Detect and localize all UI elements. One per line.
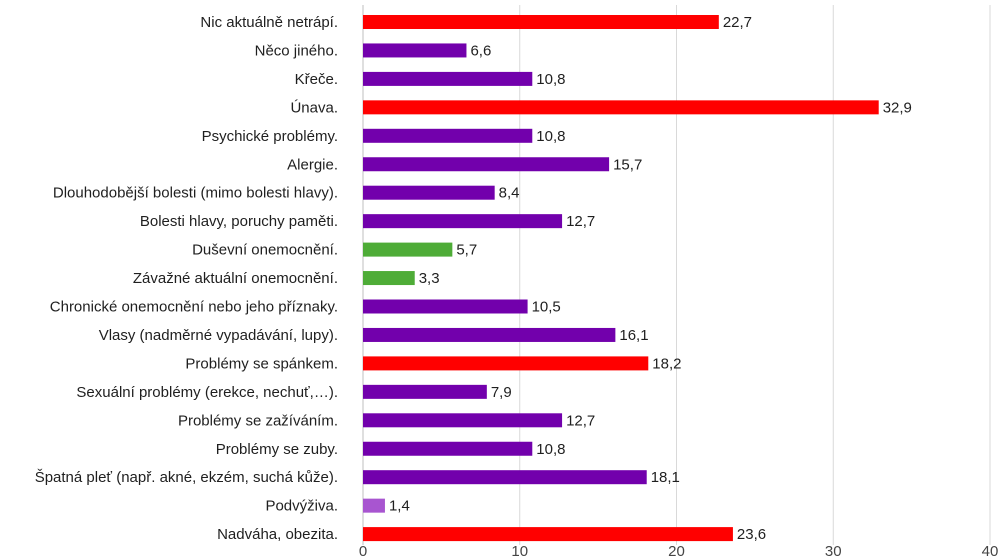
bar [363,128,533,143]
category-label: Problémy se zažíváním. [178,412,338,429]
category-label: Podvýživa. [265,498,338,515]
gridlines [362,5,991,545]
x-tick-label: 0 [359,543,367,559]
bar [363,356,649,371]
data-label: 10,5 [532,299,561,316]
category-label: Problémy se zuby. [216,441,338,458]
data-label: 6,6 [470,42,491,59]
bar [363,498,385,513]
data-label: 1,4 [389,498,410,515]
bar [363,299,528,314]
category-label: Problémy se spánkem. [185,355,338,372]
data-label: 23,6 [737,526,766,543]
data-label: 18,1 [651,469,680,486]
data-label: 10,8 [536,128,565,145]
bar [363,271,415,286]
category-label: Bolesti hlavy, poruchy paměti. [140,213,338,230]
x-tick-label: 40 [982,543,999,559]
bar [363,214,563,229]
bar [363,43,467,58]
x-tick-label: 30 [825,543,842,559]
bar [363,470,647,485]
category-label: Vlasy (nadměrné vypadávání, lupy). [99,327,338,344]
bar [363,15,719,29]
bar [363,527,733,542]
labels: 0 10 20 30 40 Nic aktuálně netrápí. 22,7 Něco j… [35,14,999,559]
bar [363,71,533,86]
data-label: 10,8 [536,71,565,88]
category-label: Duševní onemocnění. [192,242,338,259]
data-label: 10,8 [536,441,565,458]
data-label: 32,9 [883,99,912,116]
bar [363,242,453,257]
category-label: Alergie. [287,156,338,173]
data-label: 15,7 [613,156,642,173]
data-label: 12,7 [566,412,595,429]
bar [363,327,616,342]
bar [363,100,879,115]
category-label: Křeče. [295,71,338,88]
data-label: 18,2 [652,355,681,372]
category-label: Psychické problémy. [202,128,338,145]
bar [363,185,495,200]
category-label: Únava. [290,99,338,116]
data-label: 7,9 [491,384,512,401]
bar [363,157,610,172]
bar [363,441,533,456]
category-label: Nadváha, obezita. [217,526,338,543]
data-label: 5,7 [456,242,477,259]
category-label: Dlouhodobější bolesti (mimo bolesti hlav… [53,185,338,202]
category-label: Nic aktuálně netrápí. [200,14,338,31]
category-label: Špatná pleť (např. akné, ekzém, suchá ků… [35,469,338,486]
x-tick-label: 20 [668,543,685,559]
category-label: Sexuální problémy (erekce, nechuť,…). [76,384,338,401]
bar [363,413,563,428]
category-label: Chronické onemocnění nebo jeho příznaky. [50,299,338,316]
bars [363,15,879,542]
category-label: Závažné aktuální onemocnění. [133,270,338,287]
category-label: Něco jiného. [255,42,338,59]
data-label: 12,7 [566,213,595,230]
bar [363,384,487,399]
data-label: 3,3 [419,270,440,287]
data-label: 16,1 [619,327,648,344]
x-tick-label: 10 [511,543,528,559]
data-label: 8,4 [499,185,520,202]
data-label: 22,7 [723,14,752,31]
